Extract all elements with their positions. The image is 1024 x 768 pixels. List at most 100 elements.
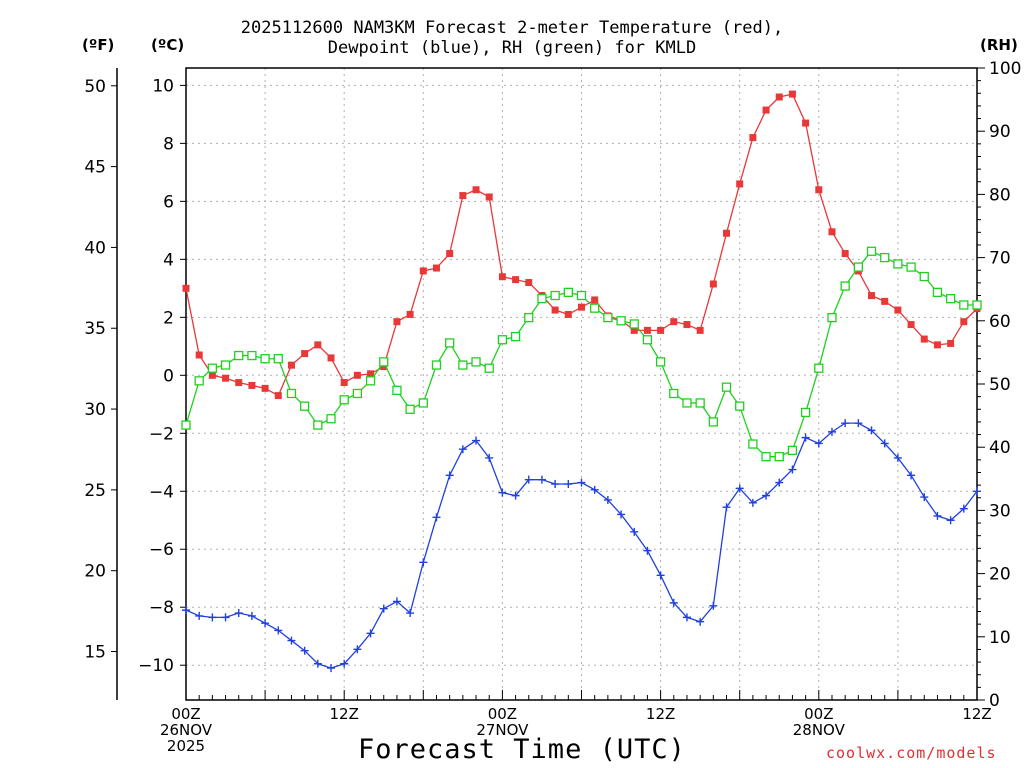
rh-point	[761, 452, 771, 462]
temperature-point	[287, 361, 295, 369]
temperature-point	[643, 326, 651, 334]
dewpoint-point	[195, 611, 204, 620]
rh-point	[959, 300, 969, 310]
dewpoint-point	[775, 478, 784, 487]
celsius-tick-label: 8	[163, 134, 174, 154]
rh-point	[669, 388, 679, 399]
x-tick-label-line3: 2025	[166, 737, 206, 755]
x-tick-label-line1: 00Z	[171, 705, 201, 723]
rh-point	[458, 360, 468, 370]
temperature-point	[340, 379, 348, 387]
dewpoint-point	[564, 480, 573, 489]
rh-point	[234, 350, 244, 361]
dewpoint-point	[432, 513, 441, 522]
dewpoint-point	[458, 445, 467, 454]
fahrenheit-axis-unit: (ºF)	[82, 36, 115, 54]
rh-point	[642, 335, 653, 345]
temperature-point	[419, 267, 427, 275]
fahrenheit-tick-label: 40	[84, 238, 106, 258]
dewpoint-point	[669, 598, 678, 607]
celsius-tick-label: 4	[163, 250, 174, 270]
celsius-tick-label: −10	[138, 656, 174, 676]
rh-point	[616, 316, 626, 326]
dewpoint-point	[182, 606, 190, 615]
rh-point	[418, 398, 428, 408]
dewpoint-point	[617, 510, 626, 519]
temperature-point	[749, 134, 757, 142]
dewpoint-point	[656, 571, 665, 580]
x-tick-label-line1: 00Z	[804, 705, 834, 723]
rh-point	[695, 398, 705, 408]
dewpoint-point	[498, 488, 507, 497]
rh-point	[260, 354, 270, 364]
rh-point	[405, 404, 415, 414]
temperature-point	[907, 321, 915, 329]
temperature-point	[406, 310, 414, 318]
temperature-point	[736, 180, 744, 188]
rh-point	[299, 401, 310, 411]
temperature-point	[432, 264, 440, 272]
celsius-tick-label: 0	[163, 366, 174, 386]
rh-point	[220, 360, 231, 370]
dewpoint-point	[366, 629, 375, 638]
x-tick-label-line1: 12Z	[962, 705, 992, 723]
temperature-point	[314, 341, 322, 349]
rh-point	[972, 300, 982, 310]
dewpoint-point	[735, 484, 744, 493]
temperature-point	[683, 321, 691, 329]
dewpoint-point	[392, 597, 401, 606]
rh-tick-label: 0	[989, 691, 1000, 711]
dewpoint-point	[445, 471, 454, 480]
dewpoint-point	[313, 659, 322, 668]
rh-tick-label: 50	[989, 375, 1011, 395]
rh-point	[827, 312, 837, 323]
temperature-point	[222, 374, 230, 382]
rh-point	[524, 312, 534, 323]
rh-tick-label: 60	[989, 312, 1011, 332]
x-tick-label-line2: 27NOV	[476, 721, 529, 739]
rh-tick-label: 20	[989, 565, 1011, 585]
rh-tick-label: 30	[989, 501, 1011, 521]
x-tick-label: 00Z 28NOV	[793, 706, 845, 738]
celsius-tick-label: −6	[149, 540, 174, 560]
dewpoint-point	[907, 471, 916, 480]
temperature-point	[512, 276, 520, 284]
dewpoint-point	[327, 664, 336, 673]
temperature-point	[960, 318, 968, 326]
dewpoint-point	[867, 426, 876, 435]
x-tick-label-line1: 12Z	[645, 705, 676, 723]
temperature-point	[446, 250, 454, 258]
x-tick-label: 00Z 26NOV 2025	[160, 706, 212, 754]
source-credit: coolwx.com/models	[826, 744, 997, 762]
dewpoint-point	[643, 546, 652, 555]
temperature-point	[261, 384, 269, 392]
temperature-point	[393, 318, 401, 326]
dewpoint-point	[788, 465, 797, 474]
fahrenheit-tick-label: 30	[84, 400, 106, 420]
rh-point	[286, 388, 297, 399]
temperature-point	[894, 306, 902, 314]
dewpoint-point	[709, 601, 718, 610]
dewpoint-point	[511, 491, 520, 500]
dewpoint-point	[524, 475, 533, 484]
rh-point	[207, 363, 218, 373]
dewpoint-point	[630, 527, 639, 536]
dewpoint-point	[287, 636, 296, 645]
celsius-tick-label: 2	[163, 308, 174, 328]
temperature-point	[828, 228, 836, 236]
temperature-point	[380, 363, 388, 371]
fahrenheit-tick-label: 35	[84, 319, 106, 339]
temperature-point	[788, 90, 796, 98]
rh-point	[273, 354, 283, 364]
temperature-point	[868, 292, 876, 300]
x-tick-label-line2: 28NOV	[792, 721, 845, 739]
dewpoint-point	[234, 609, 243, 618]
temperature-point	[775, 93, 783, 101]
rh-point	[603, 312, 613, 323]
dewpoint-point	[946, 516, 955, 525]
dewpoint-point	[577, 478, 586, 487]
dewpoint-point	[880, 439, 889, 448]
rh-point	[893, 259, 903, 269]
dewpoint-point	[801, 433, 810, 442]
